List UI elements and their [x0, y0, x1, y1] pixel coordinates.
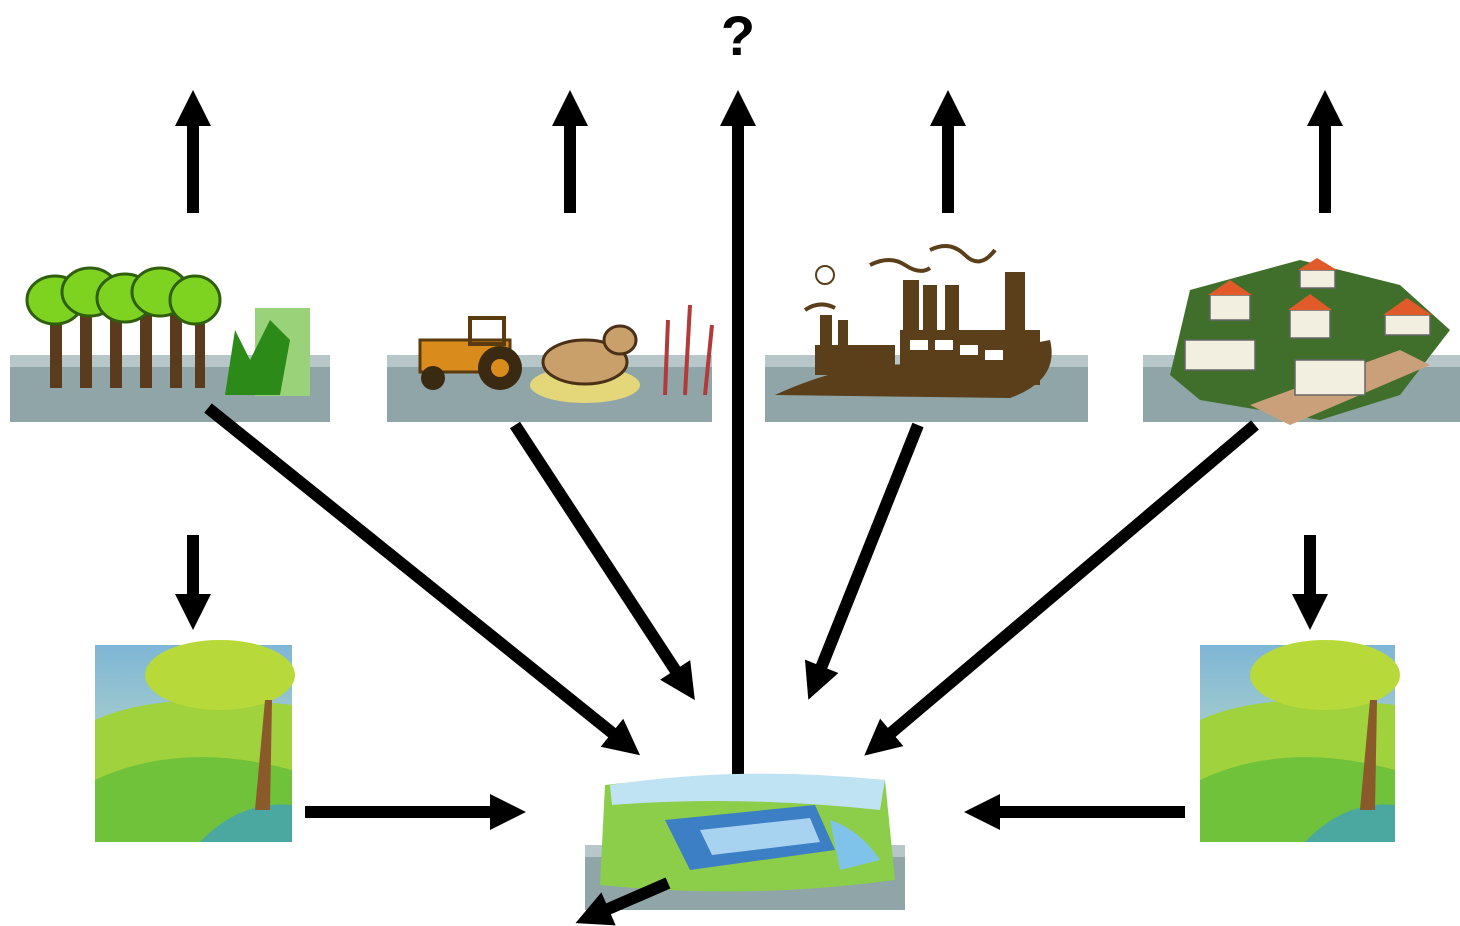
tree-canopy — [1250, 640, 1400, 710]
tractor-wheel — [421, 366, 445, 390]
tractor-hub — [491, 359, 509, 377]
factory-icon — [775, 244, 1052, 398]
logger — [225, 320, 290, 395]
tree-trunk — [255, 700, 272, 810]
spillway — [700, 818, 820, 855]
landscape-left — [95, 640, 295, 842]
forest-icon — [25, 266, 310, 396]
arrow-diagonal — [509, 421, 695, 701]
windows — [910, 340, 1003, 360]
trunks — [50, 305, 205, 388]
reservoir-icon — [600, 773, 895, 892]
tree-trunk — [1360, 700, 1377, 810]
roofs — [1208, 258, 1432, 315]
sun — [815, 265, 835, 285]
factory-small — [815, 345, 895, 375]
factory-building — [900, 330, 1040, 385]
cow — [541, 338, 629, 386]
stream — [1305, 804, 1395, 842]
water — [830, 820, 880, 870]
arrow-diagonal — [204, 403, 641, 756]
tractor-cab — [468, 316, 506, 346]
farm-icon — [418, 304, 714, 403]
tree-canopy — [145, 640, 295, 710]
wheat — [663, 304, 714, 396]
landscape-right — [1200, 640, 1400, 842]
canopy — [25, 266, 222, 326]
cow-head — [602, 324, 638, 356]
town-icon — [1170, 258, 1450, 425]
arrow-outflow — [575, 877, 671, 926]
question-label: ? — [721, 4, 755, 67]
smoke — [803, 244, 997, 312]
arrow-diagonal — [804, 422, 924, 700]
reservoir-sky — [610, 773, 885, 810]
houses — [1184, 269, 1431, 396]
stream — [200, 804, 292, 842]
arrow-diagonal — [864, 420, 1259, 756]
